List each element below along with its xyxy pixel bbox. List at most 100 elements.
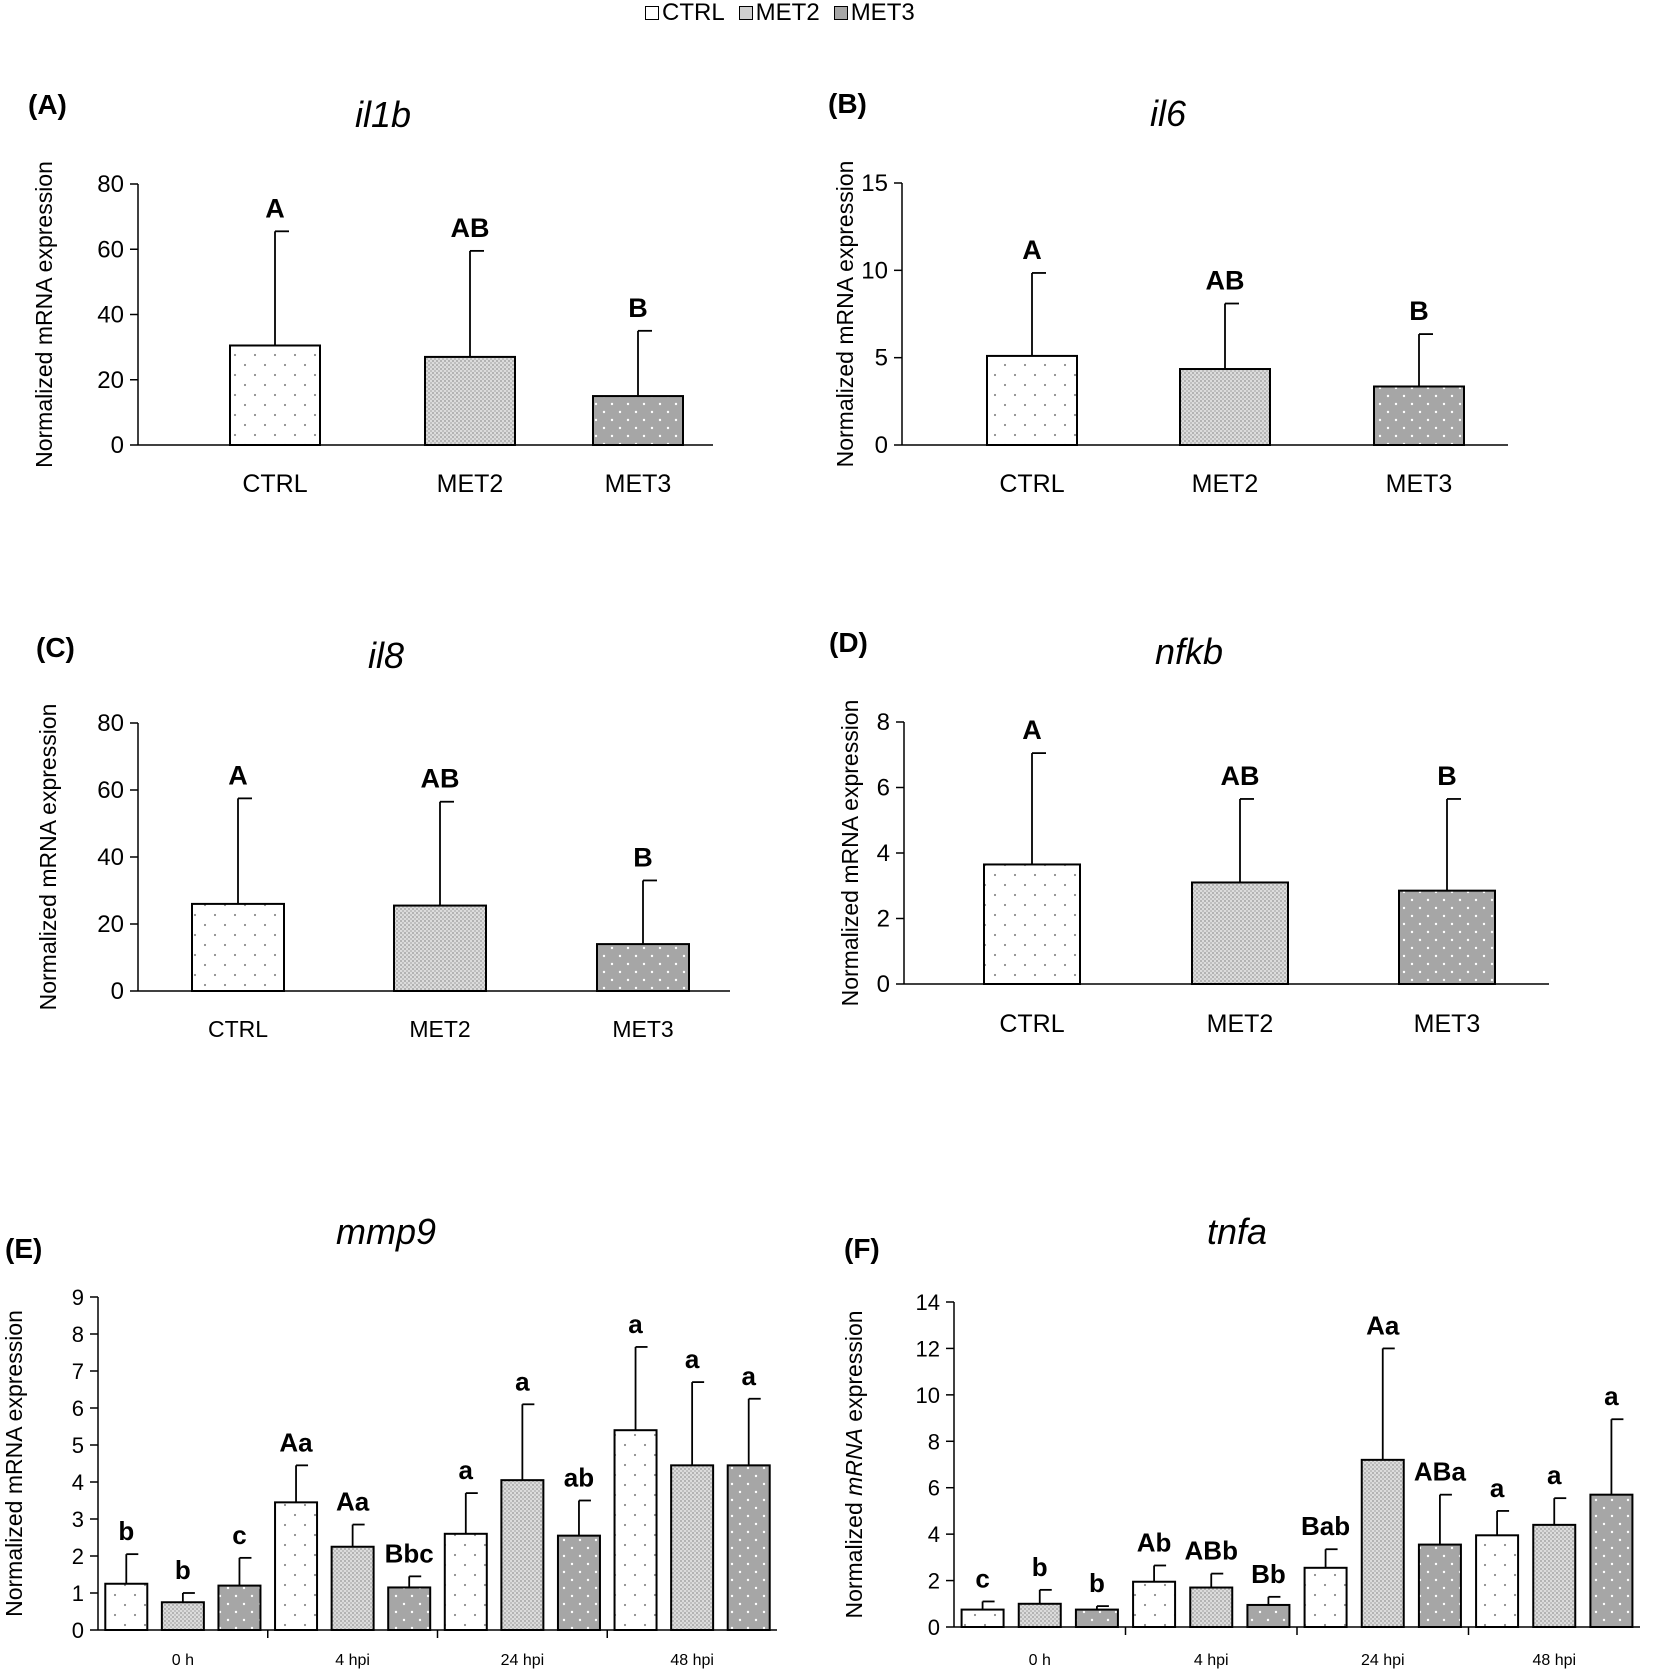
y-tick-label: 8: [877, 709, 890, 736]
x-category-label: 48 hpi: [670, 1652, 714, 1669]
significance-label-met3-1: Bb: [1251, 1559, 1286, 1589]
panel-label: (F): [844, 1233, 880, 1264]
significance-label-met3: B: [628, 293, 648, 323]
y-tick-label: 20: [97, 911, 124, 938]
significance-label-ctrl-0: b: [118, 1516, 134, 1546]
bar-met2-1: [1189, 1586, 1234, 1629]
y-tick-label: 80: [97, 710, 124, 737]
legend-label: MET2: [755, 0, 820, 26]
x-category-label: 24 hpi: [1361, 1652, 1405, 1669]
chart-panel-b: (B) il6 Normalized mRNA expression 0 5 10 15 A C…: [828, 88, 1508, 498]
bar-met3-2: [1417, 1543, 1462, 1628]
bar-ctrl: [191, 902, 285, 993]
bar-ctrl-2: [1303, 1566, 1348, 1629]
y-tick-label: 4: [877, 840, 890, 867]
bar-met2: [393, 904, 487, 993]
significance-label-met2: AB: [1206, 266, 1245, 296]
chart-panel-c: (C) il8 Normalized mRNA expression 0 20 40 60 8…: [35, 632, 730, 1042]
significance-label-met3-0: c: [232, 1520, 246, 1550]
bar-met2: [1179, 368, 1271, 446]
significance-label-ctrl: A: [1022, 715, 1042, 745]
legend-swatch-met3: [833, 6, 848, 20]
x-category-label: CTRL: [208, 1016, 268, 1042]
bar-ctrl: [983, 863, 1081, 986]
bar-met3-3: [726, 1464, 771, 1631]
significance-label-met3-3: a: [741, 1361, 756, 1391]
y-tick-label: 6: [928, 1476, 940, 1501]
y-tick-label: 6: [877, 775, 890, 802]
significance-label-met3-2: ab: [564, 1463, 594, 1493]
significance-label-ctrl-1: Aa: [279, 1427, 313, 1457]
x-category-label: 0 h: [1029, 1652, 1051, 1669]
y-tick-label: 5: [72, 1433, 84, 1458]
bar-ctrl-2: [443, 1532, 488, 1632]
significance-label-met2-1: Aa: [336, 1487, 370, 1517]
panel-label: (A): [28, 89, 67, 120]
significance-label-met2-1: ABb: [1185, 1536, 1238, 1566]
chart-title: il6: [1150, 93, 1187, 134]
legend: CTRL MET2 MET3: [645, 0, 929, 26]
y-tick-label: 2: [928, 1569, 940, 1594]
significance-label-ctrl: A: [1022, 235, 1042, 265]
significance-label-ctrl-3: a: [628, 1309, 643, 1339]
y-tick-label: 1: [72, 1581, 84, 1606]
y-tick-label: 10: [916, 1383, 940, 1408]
y-tick-label: 8: [928, 1429, 940, 1454]
bar-ctrl-1: [1132, 1580, 1177, 1629]
y-tick-label: 10: [861, 257, 888, 284]
x-category-label: MET2: [437, 470, 504, 498]
y-tick-label: 7: [72, 1359, 84, 1384]
bar-met3-0: [1074, 1608, 1119, 1628]
chart-title: nfkb: [1155, 631, 1223, 672]
y-tick-label: 12: [916, 1336, 940, 1361]
significance-label-ctrl-0: c: [975, 1563, 989, 1593]
x-category-label: MET3: [1386, 470, 1453, 498]
bar-met3-1: [387, 1586, 432, 1631]
significance-label-met2-2: a: [515, 1366, 530, 1396]
significance-label-met3: B: [633, 842, 653, 872]
y-tick-label: 0: [928, 1615, 940, 1640]
significance-label-met3-3: a: [1604, 1381, 1619, 1411]
bar-met2-0: [1017, 1602, 1062, 1629]
y-axis-label: Normalized mRNA expression: [1, 1310, 27, 1617]
chart-panel-d: (D) nfkb Normalized mRNA expression 0 2 4 6 8 A C…: [829, 627, 1549, 1038]
bar-met3-0: [217, 1584, 262, 1631]
significance-label-met3-0: b: [1089, 1568, 1105, 1598]
significance-label-ctrl: A: [265, 193, 285, 223]
bar-ctrl-0: [104, 1582, 149, 1631]
bar-ctrl-3: [613, 1429, 658, 1631]
chart-panel-e: (E) mmp9 Normalized mRNA expression 0 1 2 3 4 5 6…: [1, 1211, 777, 1669]
significance-label-met2-0: b: [175, 1555, 191, 1585]
bar-met3: [1398, 889, 1496, 985]
x-category-label: 4 hpi: [1194, 1652, 1229, 1669]
bar-ctrl: [986, 354, 1078, 447]
y-tick-label: 0: [877, 971, 890, 998]
y-tick-label: 80: [97, 171, 124, 198]
y-tick-label: 60: [97, 777, 124, 804]
bar-met3-2: [556, 1534, 601, 1632]
legend-label: MET3: [850, 0, 915, 26]
y-axis-label: Normalized mRNA expression: [35, 704, 61, 1011]
significance-label-met2-0: b: [1032, 1552, 1048, 1582]
chart-title: il8: [368, 635, 404, 676]
bar-met3-3: [1589, 1493, 1634, 1629]
x-category-label: 48 hpi: [1532, 1652, 1576, 1669]
panel-label: (D): [829, 627, 868, 658]
x-category-label: MET3: [612, 1016, 673, 1042]
significance-label-ctrl-2: Bab: [1301, 1511, 1350, 1541]
y-axis-label: Normalized mRNA expression: [832, 161, 858, 468]
bar-ctrl-0: [960, 1608, 1005, 1628]
legend-item-met2: MET2: [738, 0, 820, 27]
x-category-label: 24 hpi: [501, 1652, 545, 1669]
x-category-label: CTRL: [999, 470, 1064, 498]
y-axis-label-part: mRNA: [841, 1428, 867, 1496]
significance-label-met2: AB: [451, 213, 490, 243]
chart-panel-a: (A) il1b Normalized mRNA expression 0 20 40 60…: [28, 89, 713, 498]
significance-label-met3-2: ABa: [1414, 1457, 1467, 1487]
bar-met3: [592, 395, 684, 446]
x-category-label: MET2: [409, 1016, 470, 1042]
bar-met2: [1191, 881, 1289, 985]
chart-title: mmp9: [336, 1211, 436, 1252]
bar-ctrl: [229, 344, 321, 446]
